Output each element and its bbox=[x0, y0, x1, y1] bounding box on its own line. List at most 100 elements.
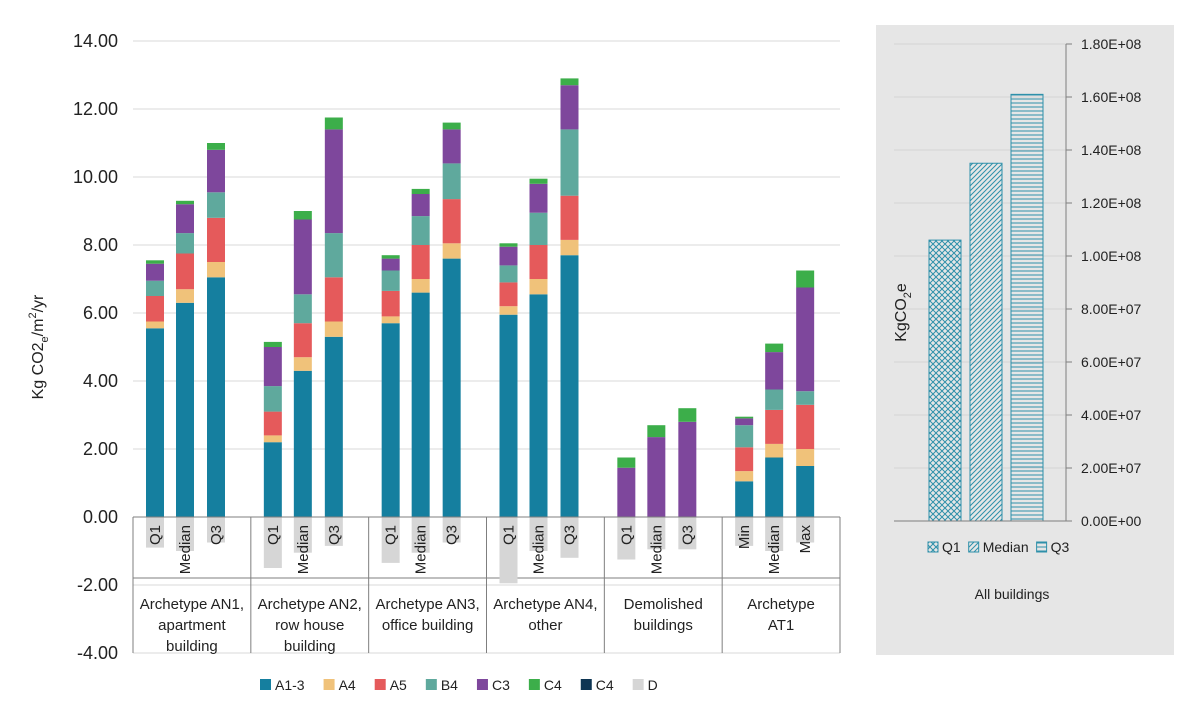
bar-segment-c3 bbox=[735, 418, 754, 426]
bar-segment-c4 bbox=[678, 408, 697, 422]
bar-segment-d bbox=[324, 517, 343, 546]
bar-segment-b4 bbox=[735, 425, 754, 448]
bar-segment-a5 bbox=[442, 199, 461, 244]
bar-label: Median bbox=[531, 525, 548, 574]
bar-segment-c4 bbox=[176, 200, 194, 205]
bar-segment-c4 bbox=[411, 188, 430, 194]
y-tick-label: 0.00 bbox=[83, 507, 118, 527]
y-axis-title: KgCO2e bbox=[893, 283, 914, 342]
legend-swatch bbox=[425, 679, 437, 690]
y-axis-title-subscript: 2 bbox=[902, 292, 914, 298]
bar-segment-d bbox=[263, 517, 282, 568]
bar-label: Min bbox=[736, 525, 753, 549]
group-label: apartment bbox=[158, 617, 226, 634]
bar-segment-c4 bbox=[796, 270, 815, 288]
group-label: office building bbox=[382, 617, 473, 634]
bar-segment-a1-3 bbox=[293, 370, 312, 517]
bar-segment-a1-3 bbox=[560, 255, 579, 517]
bar-label: Q1 bbox=[501, 525, 518, 545]
legend-swatch bbox=[476, 679, 488, 690]
legend-swatch bbox=[374, 679, 386, 690]
y-tick-label: 8.00 bbox=[83, 235, 118, 255]
y-tick-label: 6.00 bbox=[83, 303, 118, 323]
bar-segment-a4 bbox=[796, 449, 815, 466]
bar-segment-b4 bbox=[146, 280, 164, 296]
bar-segment-a1-3 bbox=[765, 457, 784, 517]
bar-segment-c3 bbox=[529, 183, 548, 213]
bar-segment-a5 bbox=[560, 195, 579, 240]
bar-segment-a5 bbox=[381, 290, 400, 317]
bar-label: Median bbox=[648, 525, 665, 574]
y-axis-title-part: e bbox=[893, 283, 910, 292]
bar-segment-a4 bbox=[499, 306, 518, 315]
legend-swatch bbox=[968, 541, 980, 553]
bar-segment-c3 bbox=[678, 421, 697, 517]
bar-segment-a5 bbox=[207, 217, 225, 262]
bar-segment-d bbox=[499, 517, 518, 584]
bar-label: Q1 bbox=[147, 525, 164, 545]
y-tick-label: 2.00E+07 bbox=[1081, 460, 1142, 476]
bar-segment-c4 bbox=[263, 341, 282, 347]
bar-segment-d bbox=[146, 517, 164, 548]
group-label: Archetype AN4, bbox=[493, 596, 597, 613]
bar-segment-c4 bbox=[381, 255, 400, 259]
y-tick-label: 8.00E+07 bbox=[1081, 301, 1142, 317]
bar-segment-a4 bbox=[442, 243, 461, 259]
stacked-bar-chart: 14.00 12.00 10.00 8.00 6.00 4.00 2.00 0.00 -2.00… bbox=[27, 31, 841, 693]
bar-label: Q1 bbox=[618, 525, 635, 545]
bar-segment-d bbox=[647, 517, 666, 550]
y-axis-title-superscript: 2 bbox=[27, 312, 39, 318]
bar-segment-a4 bbox=[176, 289, 194, 303]
legend-label: C3 bbox=[492, 677, 510, 693]
y-tick-label: -2.00 bbox=[77, 575, 118, 595]
bar-label: Median bbox=[766, 525, 783, 574]
bar-segment-a5 bbox=[293, 323, 312, 358]
bar-segment-c3 bbox=[765, 352, 784, 390]
bar-label: Q3 bbox=[562, 525, 579, 545]
group-label: Archetype bbox=[747, 596, 815, 613]
y-tick-label: 0.00E+00 bbox=[1081, 513, 1142, 529]
bar-segment-a5 bbox=[176, 253, 194, 290]
bar-label: Q3 bbox=[326, 525, 343, 545]
bar-segment-d bbox=[207, 517, 225, 543]
bar-segment-d bbox=[411, 517, 430, 553]
bar-q1 bbox=[928, 239, 962, 522]
group-label: building bbox=[284, 638, 336, 655]
bar-label: Max bbox=[797, 525, 814, 554]
legend-label: A5 bbox=[390, 677, 407, 693]
bar-segment-c3 bbox=[207, 149, 225, 193]
legend-swatch bbox=[580, 679, 592, 690]
group-label: Demolished bbox=[624, 596, 703, 613]
bar-segment-c4 bbox=[735, 416, 754, 419]
bar-segment-c4 bbox=[560, 78, 579, 86]
bar-segment-a1-3 bbox=[529, 294, 548, 517]
all-buildings-chart: 0.00E+00 2.00E+07 4.00E+07 6.00E+07 8.00E+07… bbox=[893, 36, 1142, 602]
bar-label: Median bbox=[177, 525, 194, 574]
bar-segment-a1-3 bbox=[796, 466, 815, 517]
bar-segment-c4 bbox=[765, 343, 784, 353]
bar-segment-a1-3 bbox=[381, 323, 400, 517]
y-tick-label: 6.00E+07 bbox=[1081, 354, 1142, 370]
bar-segment-d bbox=[617, 517, 636, 560]
y-tick-label: 4.00E+07 bbox=[1081, 407, 1142, 423]
bar-segment-a5 bbox=[796, 404, 815, 449]
bar-label: Q3 bbox=[444, 525, 461, 545]
legend-label: Median bbox=[983, 539, 1029, 555]
bar-segment-b4 bbox=[176, 233, 194, 254]
group-label: row house bbox=[275, 617, 344, 634]
y-tick-label: 4.00 bbox=[83, 371, 118, 391]
group-label: Archetype AN2, bbox=[258, 596, 362, 613]
bar-segment-a4 bbox=[529, 279, 548, 295]
bar-segment-a4 bbox=[146, 321, 164, 329]
y-axis-title-part: /m bbox=[30, 319, 47, 337]
legend-swatch bbox=[260, 679, 271, 690]
bar-segment-a5 bbox=[735, 447, 754, 472]
y-axis-title-part: /yr bbox=[30, 294, 47, 312]
bar-segment-c4 bbox=[207, 143, 225, 150]
group-label: buildings bbox=[634, 617, 693, 634]
y-tick-label: 2.00 bbox=[83, 439, 118, 459]
y-axis-title-part: Kg CO2 bbox=[30, 342, 47, 399]
bar-segment-a4 bbox=[324, 321, 343, 337]
bar-segment-a4 bbox=[381, 316, 400, 324]
bar-segment-a1-3 bbox=[324, 336, 343, 517]
